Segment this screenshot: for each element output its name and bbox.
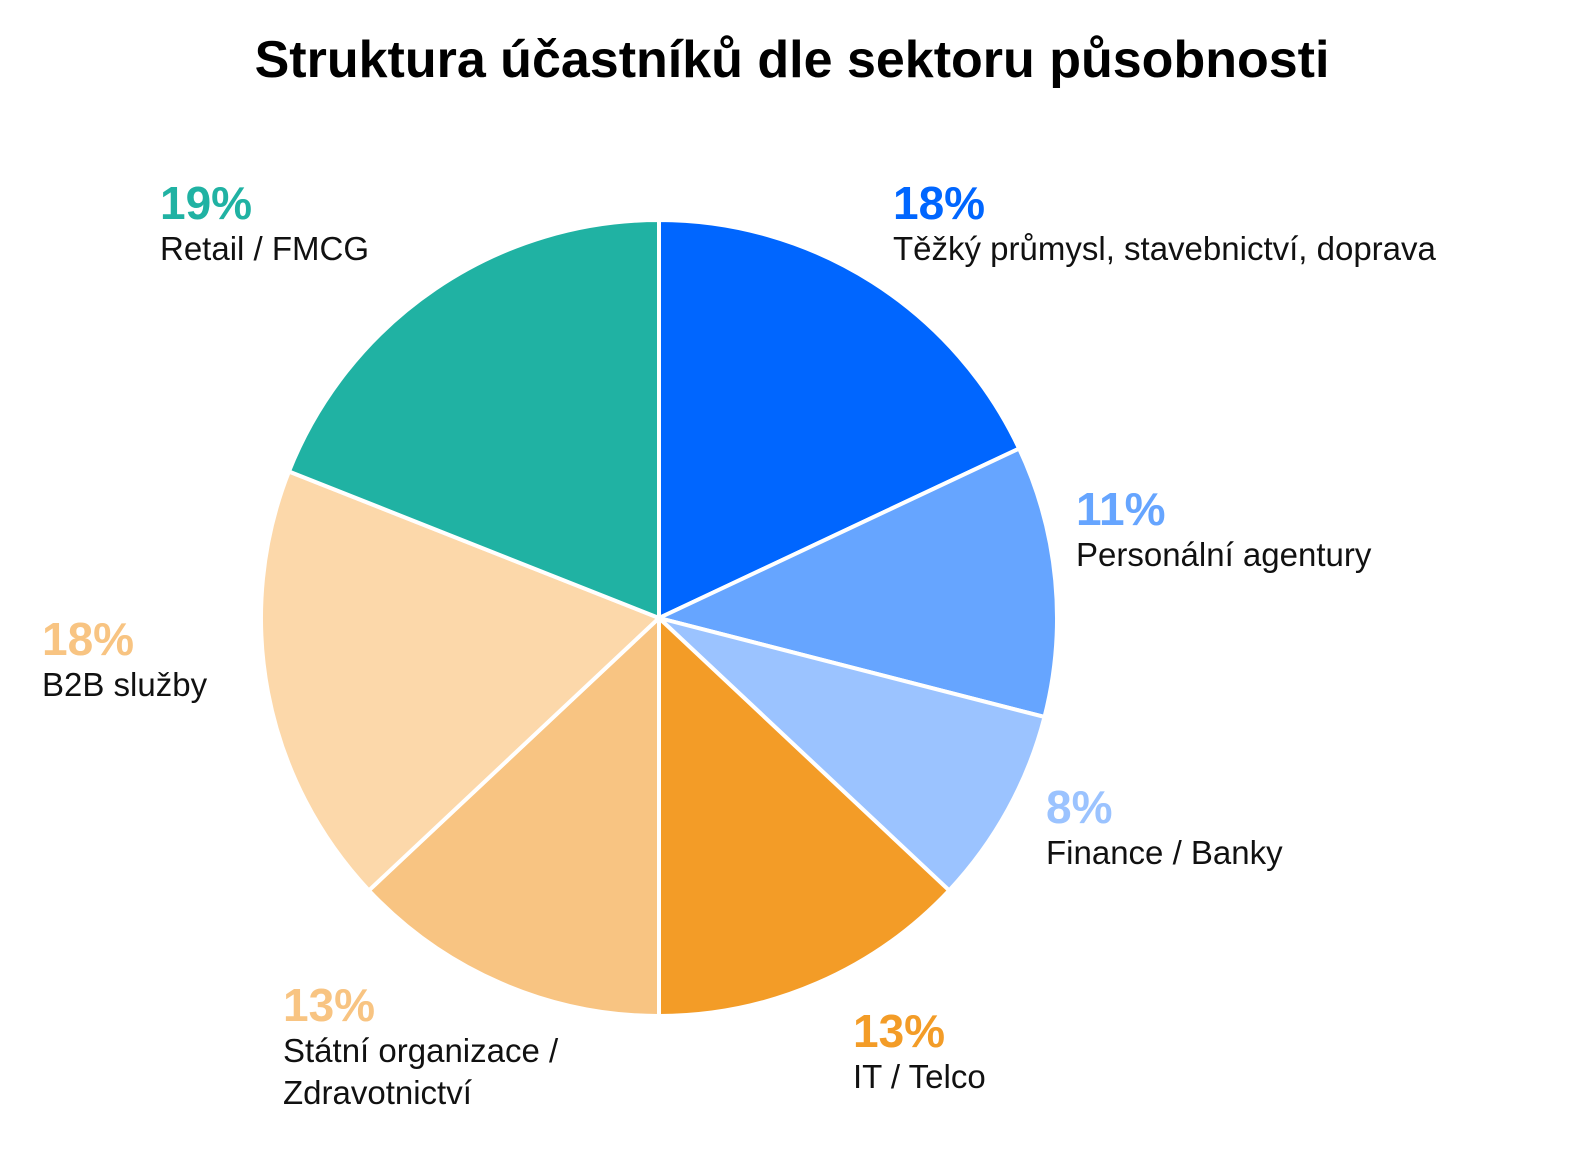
label-it-telco: 13% IT / Telco [853,1006,986,1098]
name-retail-fmcg: Retail / FMCG [160,230,370,267]
label-tezky-prumysl: 18% Těžký průmysl, stavebnictví, doprava [893,178,1436,270]
label-finance-banky: 8% Finance / Banky [1046,782,1283,874]
pie-slice-3 [657,616,952,1018]
label-retail-fmcg: 19% Retail / FMCG [160,178,369,270]
pie-slice-6 [286,218,661,620]
name-tezky-prumysl: Těžký průmysl, stavebnictví, doprava [893,230,1436,267]
name-it-telco: IT / Telco [853,1058,986,1095]
name-finance-banky: Finance / Banky [1046,834,1283,871]
label-personalni-agentury: 11% Personální agentury [1076,484,1371,576]
pct-finance-banky: 8% [1046,781,1113,833]
pie-slice-5 [259,469,661,893]
pie-slice-1 [657,446,1059,719]
pie-slice-2 [657,616,1047,893]
pct-b2b-sluzby: 18% [42,613,135,665]
label-statni-organizace: 13% Státní organizace / Zdravotnictví [283,980,558,1114]
pie-slice-4 [366,616,661,1018]
pie-slice-0 [657,218,1022,620]
chart-title: Struktura účastníků dle sektoru působnos… [254,31,1330,89]
name-b2b-sluzby: B2B služby [42,666,208,703]
pct-tezky-prumysl: 18% [893,177,986,229]
pct-retail-fmcg: 19% [160,177,253,229]
name-statni-organizace: Státní organizace / Zdravotnictví [283,1032,559,1111]
pct-it-telco: 13% [853,1005,946,1057]
pct-personalni-agentury: 11% [1076,483,1166,535]
name-personalni-agentury: Personální agentury [1076,536,1372,573]
label-b2b-sluzby: 18% B2B služby [42,614,207,706]
pct-statni-organizace: 13% [283,979,376,1031]
